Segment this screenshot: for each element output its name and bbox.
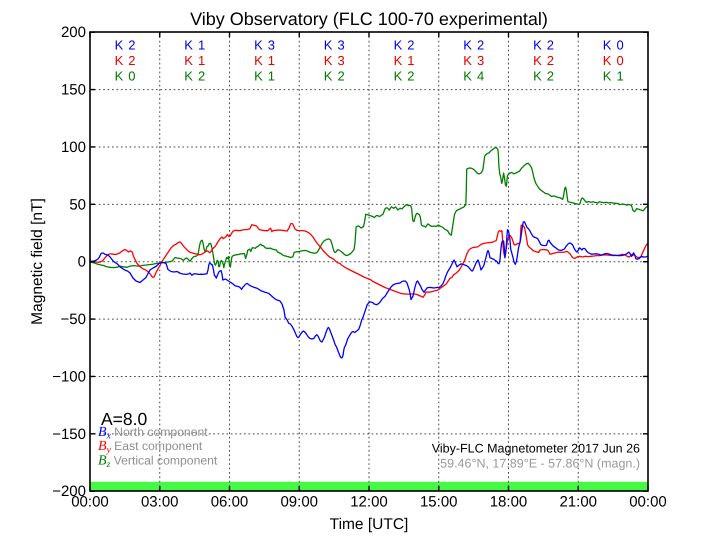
svg-text:200: 200	[61, 24, 86, 41]
svg-text:Bx North component: Bx North component	[98, 425, 208, 442]
svg-text:150: 150	[61, 82, 86, 99]
svg-text:K 2: K 2	[533, 38, 555, 53]
svg-text:06:00: 06:00	[211, 494, 249, 511]
svg-text:K 1: K 1	[184, 53, 206, 68]
svg-text:−150: −150	[52, 426, 86, 443]
svg-text:09:00: 09:00	[280, 494, 318, 511]
svg-text:K 0: K 0	[603, 53, 625, 68]
svg-text:K 1: K 1	[254, 68, 276, 83]
svg-text:K 0: K 0	[115, 68, 137, 83]
svg-text:K 2: K 2	[463, 38, 485, 53]
svg-text:−200: −200	[52, 483, 86, 500]
svg-text:0: 0	[78, 254, 86, 271]
svg-text:K 1: K 1	[184, 38, 206, 53]
svg-text:18:00: 18:00	[490, 494, 528, 511]
svg-text:K 2: K 2	[533, 68, 555, 83]
svg-text:K 2: K 2	[184, 68, 206, 83]
svg-text:K 2: K 2	[533, 53, 555, 68]
svg-text:Time [UTC]: Time [UTC]	[330, 516, 409, 533]
svg-text:K 4: K 4	[463, 68, 485, 83]
svg-text:00:00: 00:00	[629, 494, 667, 511]
svg-text:A=8.0: A=8.0	[101, 409, 147, 429]
svg-text:K 1: K 1	[603, 68, 625, 83]
svg-text:Viby Observatory (FLC 100-70 e: Viby Observatory (FLC 100-70 experimenta…	[190, 9, 548, 29]
svg-text:K 3: K 3	[254, 38, 276, 53]
svg-text:Magnetic field [nT]: Magnetic field [nT]	[29, 198, 46, 325]
svg-text:100: 100	[61, 139, 86, 156]
svg-text:Bz Vertical component: Bz Vertical component	[98, 453, 218, 470]
svg-text:59.46°N, 17.89°E - 57.86°N (ma: 59.46°N, 17.89°E - 57.86°N (magn.)	[440, 457, 640, 471]
svg-text:K 1: K 1	[394, 53, 416, 68]
svg-text:−50: −50	[61, 311, 86, 328]
svg-text:K 1: K 1	[254, 53, 276, 68]
svg-text:15:00: 15:00	[420, 494, 458, 511]
svg-text:03:00: 03:00	[141, 494, 179, 511]
svg-text:K 3: K 3	[324, 38, 346, 53]
svg-text:12:00: 12:00	[350, 494, 388, 511]
svg-text:By East component: By East component	[98, 439, 203, 456]
svg-text:00:00: 00:00	[71, 494, 109, 511]
svg-text:K 2: K 2	[115, 38, 137, 53]
svg-text:Viby-FLC Magnetometer 2017 Jun: Viby-FLC Magnetometer 2017 Jun 26	[432, 441, 640, 455]
svg-text:K 2: K 2	[324, 68, 346, 83]
svg-text:K 3: K 3	[463, 53, 485, 68]
svg-text:K 2: K 2	[394, 68, 416, 83]
svg-text:21:00: 21:00	[559, 494, 597, 511]
svg-text:50: 50	[69, 196, 86, 213]
svg-text:K 2: K 2	[115, 53, 137, 68]
svg-text:K 0: K 0	[603, 38, 625, 53]
svg-text:K 3: K 3	[324, 53, 346, 68]
svg-text:K 2: K 2	[394, 38, 416, 53]
svg-text:−100: −100	[52, 368, 86, 385]
